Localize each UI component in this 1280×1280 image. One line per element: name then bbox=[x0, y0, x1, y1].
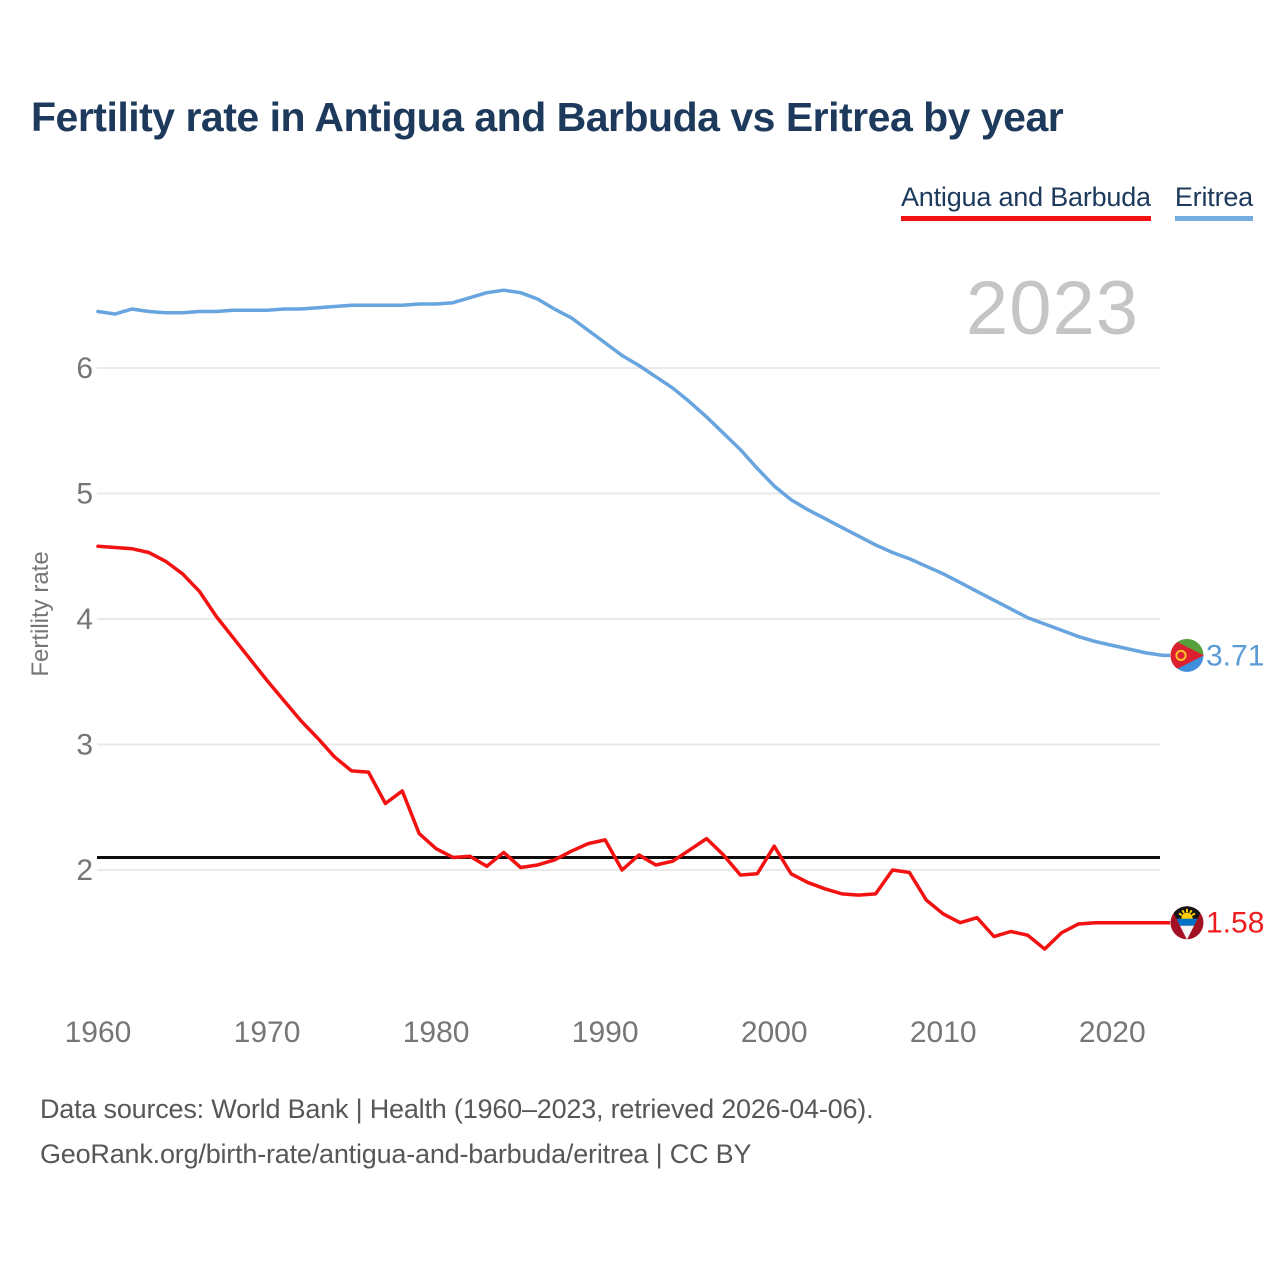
page-title: Fertility rate in Antigua and Barbuda vs… bbox=[31, 94, 1064, 140]
x-tick-label: 1990 bbox=[572, 1016, 639, 1049]
footer-attribution-line: GeoRank.org/birth-rate/antigua-and-barbu… bbox=[40, 1139, 752, 1169]
x-tick-label: 1970 bbox=[234, 1016, 301, 1049]
series-lines bbox=[96, 288, 1165, 951]
legend-item-eritrea[interactable]: Eritrea bbox=[1174, 183, 1253, 222]
legend: Antigua and Barbuda Eritrea bbox=[900, 183, 1253, 222]
x-tick-label: 2000 bbox=[741, 1016, 808, 1049]
y-tick-label: 2 bbox=[76, 854, 93, 887]
y-tick-label: 6 bbox=[76, 352, 93, 385]
gridlines bbox=[97, 367, 1160, 871]
antigua-and-barbuda-flag-icon bbox=[1170, 905, 1204, 940]
y-axis-tick-labels: 2 3 4 5 6 bbox=[76, 352, 93, 887]
x-tick-label: 2020 bbox=[1079, 1016, 1146, 1049]
x-axis-tick-labels: 1960 1970 1980 1990 2000 2010 2020 bbox=[65, 1016, 1146, 1049]
x-tick-label: 2010 bbox=[910, 1016, 977, 1049]
x-tick-label: 1960 bbox=[65, 1016, 132, 1049]
end-value-label-eritrea: 3.71 bbox=[1206, 639, 1264, 672]
eritrea-flag-icon bbox=[1170, 638, 1204, 673]
x-tick-label: 1980 bbox=[403, 1016, 470, 1049]
end-value-label-antigua-and-barbuda: 1.58 bbox=[1206, 907, 1264, 940]
series-end-markers: 3.71 1.58 bbox=[1163, 639, 1264, 940]
footer: Data sources: World Bank | Health (1960–… bbox=[40, 1087, 1240, 1177]
y-tick-label: 4 bbox=[76, 603, 93, 636]
y-tick-label: 5 bbox=[76, 478, 93, 511]
footer-source-line: Data sources: World Bank | Health (1960–… bbox=[40, 1094, 874, 1124]
legend-item-antigua-and-barbuda[interactable]: Antigua and Barbuda bbox=[900, 183, 1151, 222]
y-axis-title: Fertility rate bbox=[27, 551, 54, 676]
y-tick-label: 3 bbox=[76, 729, 93, 762]
year-watermark: 2023 bbox=[965, 266, 1139, 351]
series-line-eritrea bbox=[96, 288, 1165, 658]
series-line-antigua-and-barbuda bbox=[96, 544, 1165, 951]
